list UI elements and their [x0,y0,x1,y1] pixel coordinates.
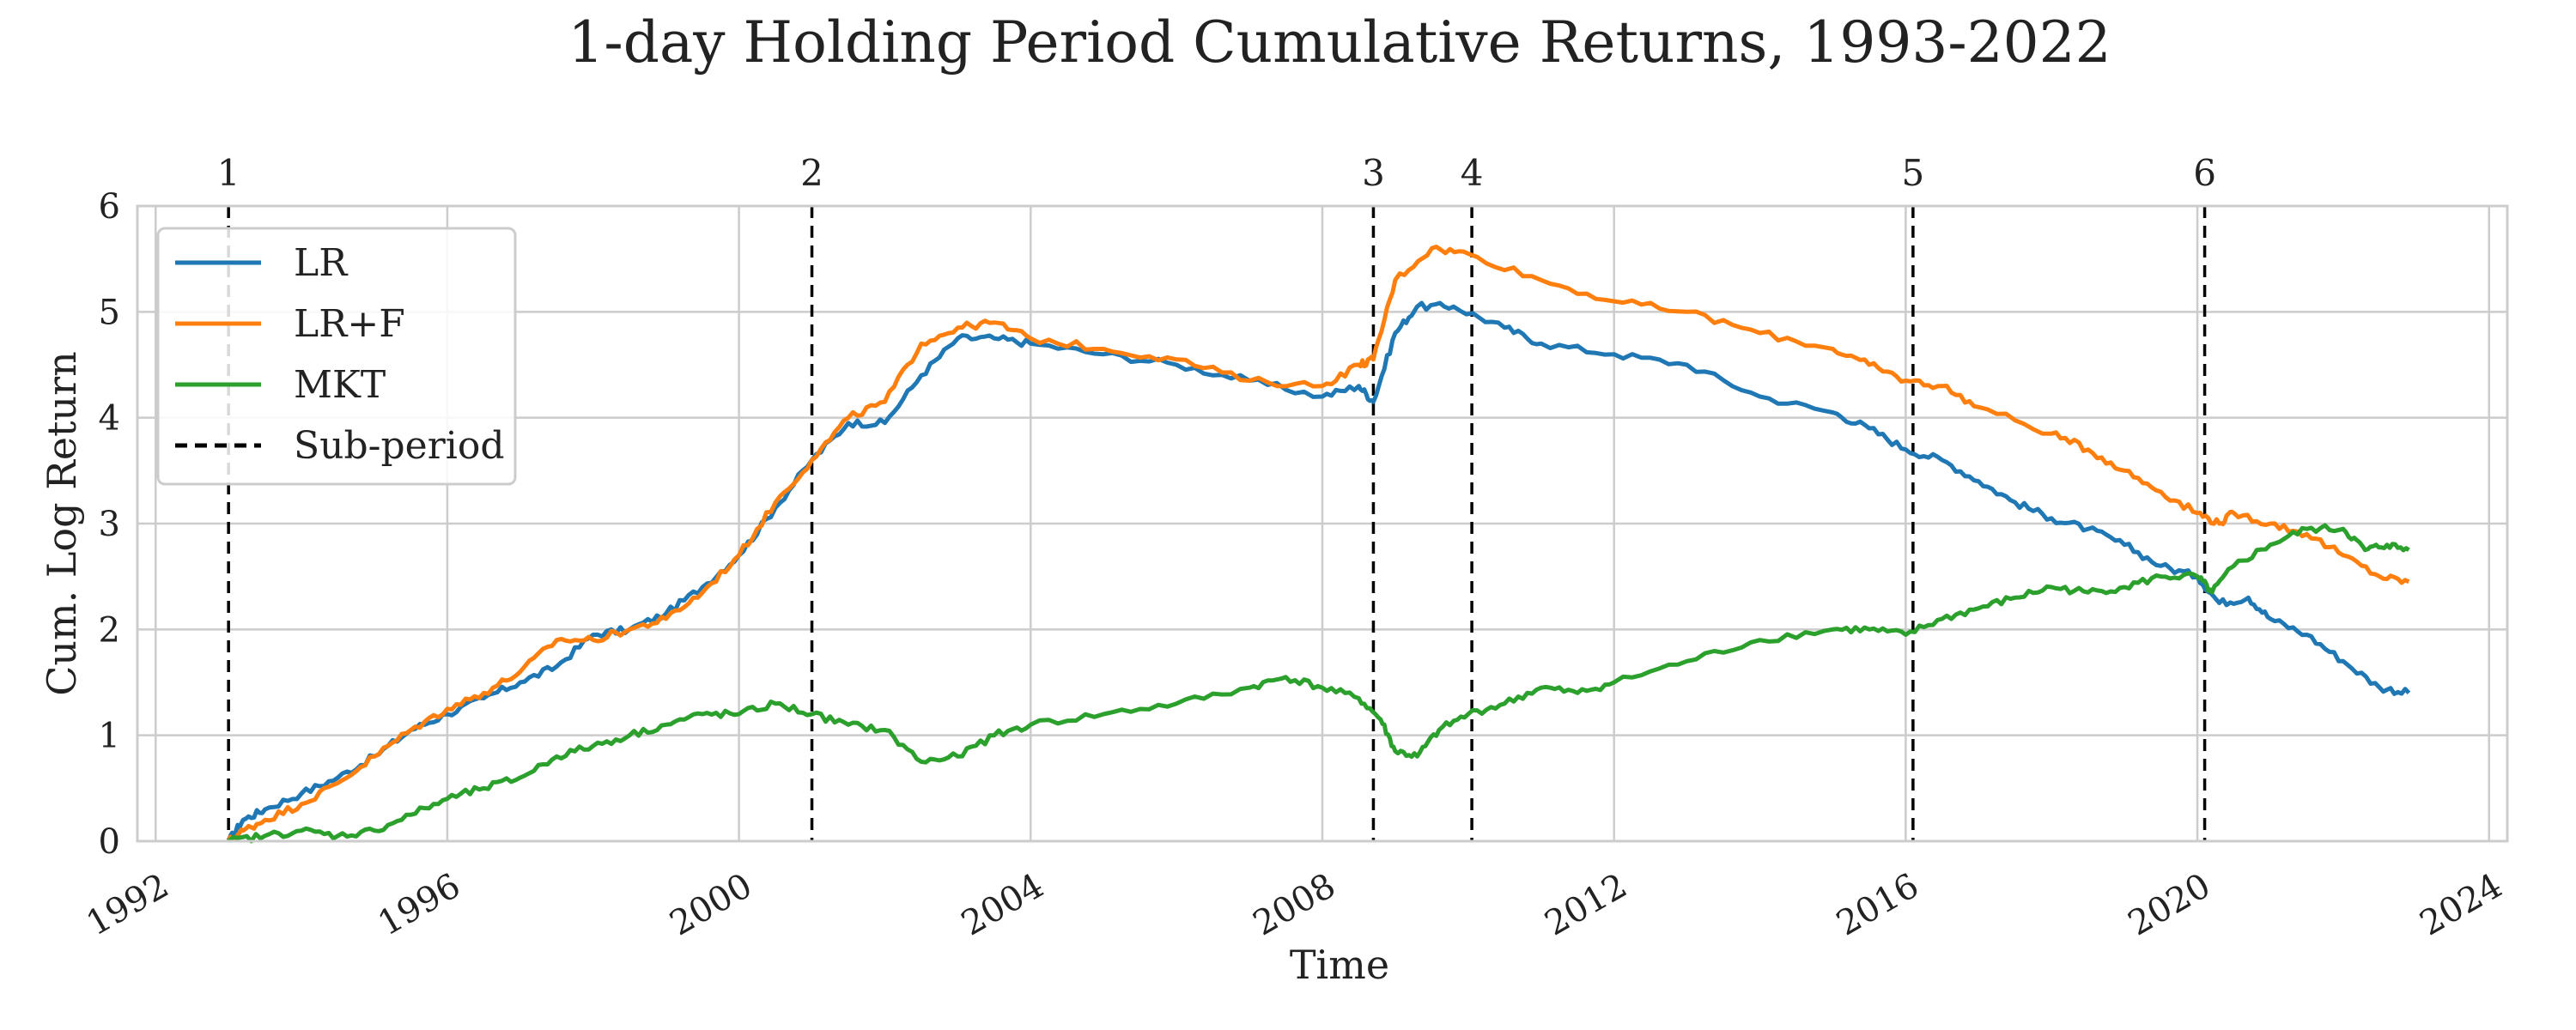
legend-label: LR [294,241,349,285]
y-tick-label: 3 [99,505,120,544]
legend-label: MKT [294,363,386,407]
legend-label: LR+F [294,302,405,346]
legend: LR LR+F MKT Sub-period [156,227,517,486]
sub-period-label: 2 [800,152,823,194]
chart-title: 1-day Holding Period Cumulative Returns,… [568,9,2111,76]
x-axis-label: Time [1290,942,1389,988]
series-lines [226,245,2411,844]
series-line-lr [226,300,2411,842]
y-tick-label: 2 [99,610,120,650]
series-line-lr-f [226,245,2410,842]
sub-period-label: 3 [1362,152,1385,194]
series-line-mkt [227,523,2410,844]
plot-frame [136,204,2509,843]
legend-box [156,227,517,486]
y-tick-label: 6 [99,187,120,227]
sub-period-label: 6 [2193,152,2216,194]
y-tick-label: 4 [99,399,120,439]
sub-period-label: 4 [1461,152,1484,194]
sub-period-label: 1 [217,152,240,194]
y-tick-label: 5 [99,293,120,332]
y-tick-label: 0 [99,822,120,862]
legend-label: Sub-period [294,424,504,468]
y-axis-label: Cum. Log Return [39,351,85,696]
y-tick-label: 1 [99,717,120,756]
sub-period-label: 5 [1902,152,1925,194]
